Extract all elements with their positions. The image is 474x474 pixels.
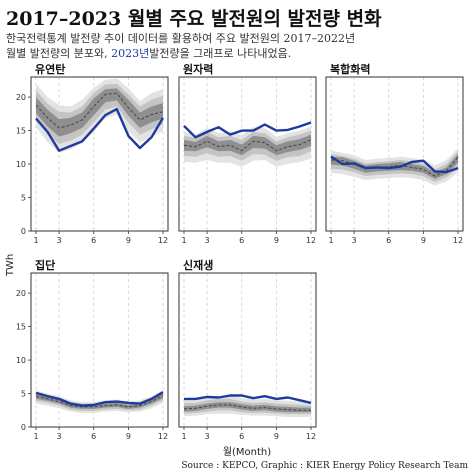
range-band-inner (184, 134, 311, 156)
facet-label: 복합화력 (330, 62, 370, 76)
x-tick-label: 1 (181, 432, 186, 441)
y-axis-title: TWh (5, 254, 16, 277)
facet-label: 신재생 (183, 258, 213, 272)
chart-title: 2017–2023 월별 주요 발전원의 발전량 변화 (6, 8, 382, 30)
y-tick-label: 0 (21, 227, 26, 236)
x-tick-label: 6 (239, 236, 244, 245)
series-2023-line (183, 121, 312, 139)
y-tick-label: 10 (16, 356, 26, 365)
y-tick-label: 15 (16, 127, 26, 136)
x-axis-title: 월(Month) (223, 446, 271, 458)
subtitle-line-1: 한국전력통계 발전량 추이 데이터를 활용하여 주요 발전원의 2017–202… (6, 32, 356, 45)
x-tick-label: 1 (328, 236, 333, 245)
facet-label: 집단 (35, 258, 55, 272)
x-tick-label: 9 (126, 432, 131, 441)
x-tick-label: 1 (181, 236, 186, 245)
facet-panel-5: 신재생 1 3 6 9 12 (178, 258, 317, 441)
subtitle-line-2-b: 발전량을 그래프로 나타내었음. (149, 47, 292, 60)
x-tick-label: 3 (205, 432, 210, 441)
y-tick-label: 5 (21, 390, 26, 399)
x-tick-label: 9 (126, 236, 131, 245)
series-2023-line (330, 155, 459, 174)
y-tick-label: 5 (21, 194, 26, 203)
x-tick-label: 6 (91, 236, 96, 245)
chart-subtitle: 한국전력통계 발전량 추이 데이터를 활용하여 주요 발전원의 2017–202… (6, 31, 355, 61)
x-tick-label: 9 (421, 236, 426, 245)
plot-frame (30, 272, 169, 428)
x-tick-label: 6 (386, 236, 391, 245)
x-tick-label: 12 (306, 432, 316, 441)
range-band-inner (36, 88, 163, 137)
x-tick-label: 3 (352, 236, 357, 245)
y-tick-label: 10 (16, 160, 26, 169)
median-line (35, 92, 164, 129)
x-tick-label: 3 (57, 432, 62, 441)
facet-label: 유연탄 (35, 62, 65, 76)
subtitle-highlight-2023: 2023년 (111, 47, 150, 60)
range-band-inner (36, 393, 163, 409)
series-2023-line (35, 107, 165, 152)
facet-panel-4: 집단 1 3 6 9 12 0 5 10 15 20 (16, 258, 169, 441)
plot-frame (30, 76, 169, 232)
x-tick-label: 9 (274, 432, 279, 441)
x-tick-label: 12 (158, 432, 168, 441)
y-tick-label: 20 (16, 93, 26, 102)
y-tick-label: 15 (16, 323, 26, 332)
x-tick-label: 3 (57, 236, 62, 245)
plot-frame (178, 76, 317, 232)
subtitle-line-2-a: 월별 발전량의 분포와, (6, 47, 112, 60)
x-tick-label: 6 (239, 432, 244, 441)
x-tick-label: 12 (306, 236, 316, 245)
x-tick-label: 1 (33, 432, 38, 441)
median-line (35, 395, 164, 408)
series-2023-line (35, 391, 164, 407)
median-line (183, 404, 311, 411)
facet-label: 원자력 (183, 62, 213, 76)
x-tick-label: 3 (205, 236, 210, 245)
facet-panel-3: 복합화력 1 3 6 9 12 (325, 62, 464, 245)
y-tick-label: 20 (16, 289, 26, 298)
median-line (183, 139, 312, 152)
series-2023-line (184, 394, 312, 405)
y-tick-label: 0 (21, 423, 26, 432)
facet-panel-2: 원자력 1 3 6 9 12 (178, 62, 317, 245)
x-tick-label: 6 (91, 432, 96, 441)
facet-panel-1: 유연탄 1 3 6 9 12 0 5 10 15 20 (16, 62, 169, 245)
x-tick-label: 1 (33, 236, 38, 245)
x-tick-label: 9 (274, 236, 279, 245)
plot-background (326, 77, 463, 231)
source-note: Source : KEPCO, Graphic : KIER Energy Po… (181, 461, 468, 471)
subtitle-line-2: 월별 발전량의 분포와, 2023년발전량을 그래프로 나타내었음. (6, 46, 355, 61)
x-tick-label: 12 (453, 236, 463, 245)
plot-frame (325, 76, 464, 232)
plot-frame (178, 272, 317, 428)
x-tick-label: 12 (158, 236, 168, 245)
